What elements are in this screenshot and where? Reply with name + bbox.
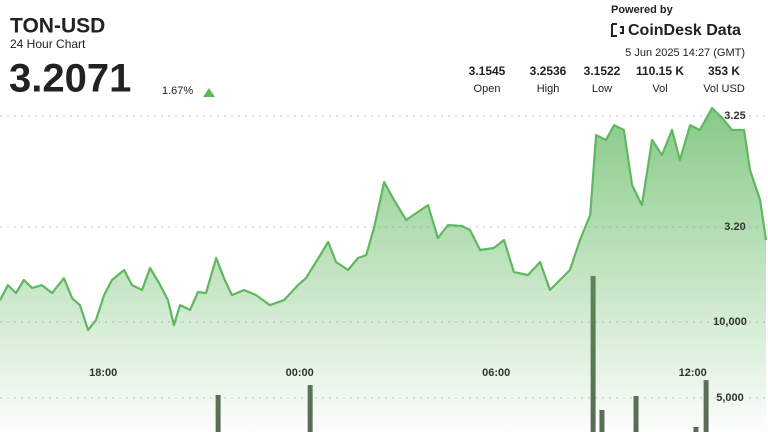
subtitle: 24 Hour Chart [10, 37, 86, 51]
x-tick-label: 06:00 [482, 367, 510, 379]
x-tick-label: 18:00 [89, 367, 117, 379]
y-tick-label: 3.25 [724, 110, 745, 122]
stat-value: 110.15 K [636, 64, 684, 78]
plot-area [0, 106, 768, 432]
y-tick-label: 3.20 [724, 221, 745, 233]
stat-label: Low [592, 83, 612, 95]
y-tick-label: 10,000 [713, 316, 747, 328]
stat-label: Open [474, 83, 501, 95]
change: 1.67% [162, 85, 193, 97]
stat-label: Vol USD [703, 83, 745, 95]
price: 3.2071 [9, 57, 131, 101]
x-tick-label: 00:00 [286, 367, 314, 379]
up-arrow [203, 88, 215, 97]
stat-label: High [537, 83, 560, 95]
stat-value: 3.1522 [584, 64, 621, 78]
stats: 3.1545 Open 3.2536 High 3.1522 Low 110.15 K Vol… [469, 64, 745, 95]
price-area [0, 108, 766, 432]
powered-by: Powered by [611, 4, 674, 16]
price-line [0, 106, 768, 332]
brand: CoinDesk Data [628, 22, 741, 39]
stat-value: 353 K [708, 64, 740, 78]
stat-label: Vol [652, 83, 667, 95]
y-tick-label: 5,000 [716, 392, 744, 404]
symbol: TON-USD [10, 15, 105, 38]
x-tick-label: 12:00 [679, 367, 707, 379]
stat-value: 3.2536 [530, 64, 567, 78]
brand-logo [611, 23, 624, 37]
stat-value: 3.1545 [469, 64, 506, 78]
timestamp: 5 Jun 2025 14:27 (GMT) [625, 47, 745, 59]
